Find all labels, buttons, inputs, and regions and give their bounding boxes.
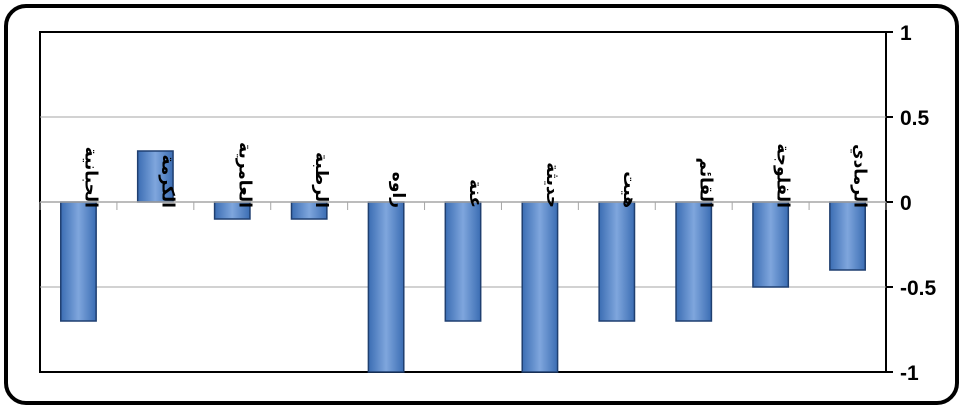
x-tick-label: الكرمة [157,154,177,208]
x-tick-label: الفلوجة [773,143,793,208]
x-tick-label: العامرية [234,142,254,208]
bar-4 [598,201,636,322]
bar-3 [675,201,713,322]
y-tick-label: 1 [900,22,912,45]
y-tick-label: -1 [900,362,919,385]
y-tick-label: 0 [900,192,912,215]
x-tick-label: حديثة [542,162,562,208]
bar-1 [829,201,866,271]
x-tick-label: عنة [465,179,485,208]
bar-11 [60,201,97,322]
bar-2 [752,201,790,288]
y-tick-label: -0.5 [900,277,937,300]
x-tick-label: الحبانية [80,147,100,208]
x-tick-label: الرطبة [311,152,331,208]
x-tick-label: القائم [696,157,716,208]
x-tick-label: الرمادي [850,144,870,208]
bar-6 [444,201,482,322]
x-tick-label: هيت [619,171,639,208]
bar-5 [521,201,559,373]
y-tick-label: 0.5 [900,107,930,130]
x-tick-label: راوه [388,172,408,208]
bar-7 [367,201,405,373]
